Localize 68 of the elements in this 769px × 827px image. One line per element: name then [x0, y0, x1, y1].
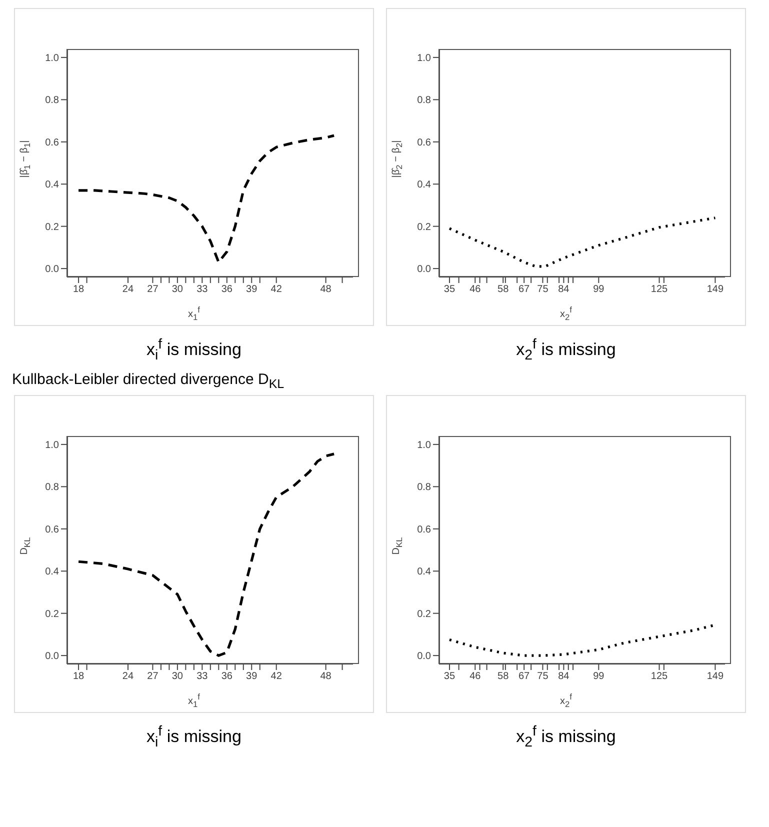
x-tick-label: 30	[172, 671, 184, 682]
x-tick-label: 33	[196, 671, 208, 682]
x-tick-label: 58	[498, 284, 510, 296]
x-tick-label: 149	[706, 671, 724, 682]
y-tick-label: 0.0	[417, 651, 432, 662]
y-tick-label: 0.6	[45, 137, 60, 148]
y-tick-label: 0.0	[417, 264, 432, 276]
x-tick-label: 84	[558, 671, 570, 682]
x-tick-label: 99	[593, 284, 605, 296]
x-tick-label: 27	[147, 671, 159, 682]
line-series	[77, 452, 336, 657]
x-tick-label: 149	[706, 284, 724, 296]
x-tick-label: 48	[320, 284, 332, 296]
x-tick-label: 46	[470, 284, 482, 296]
y-tick-label: 1.0	[417, 52, 432, 64]
y-tick-label: 0.2	[45, 608, 60, 620]
x-tick-label: 35	[444, 284, 456, 296]
x-tick-label: 27	[147, 284, 159, 296]
x-tick-label: 18	[72, 284, 85, 296]
x-tick-label: 30	[172, 284, 184, 296]
x-tick-label: 99	[593, 671, 605, 682]
y-tick-label: 0.8	[45, 482, 60, 494]
x-tick-label: 48	[320, 671, 332, 682]
y-tick-label: 1.0	[417, 440, 432, 452]
text: x$_{2}$$^{f}$ is missing	[516, 336, 616, 364]
x-tick-label: 36	[221, 671, 233, 682]
x-tick-label: 67	[518, 671, 530, 682]
x-tick-label: 75	[537, 671, 549, 682]
x-tick-label: 67	[518, 284, 530, 296]
x-tick-label: 46	[470, 671, 482, 682]
y-tick-label: 0.0	[45, 264, 60, 276]
text: x$_{i}$$^{f}$ is missing	[146, 723, 242, 750]
y-tick-label: 1.0	[45, 440, 60, 452]
y-tick-label: 0.4	[417, 180, 432, 191]
y-tick-label: 0.0	[45, 651, 60, 662]
y-tick-label: 0.2	[417, 222, 432, 233]
y-tick-label: 0.2	[417, 608, 432, 620]
chart-title: Kullback-Leibler directed divergence D$_{KL}$	[12, 371, 284, 392]
x-tick-label: 33	[196, 284, 208, 296]
x-tick-label: 125	[650, 284, 668, 296]
y-tick-label: 0.4	[45, 180, 60, 191]
line-series	[448, 216, 717, 268]
x-tick-label: 36	[221, 284, 233, 296]
y-tick-label: 0.2	[45, 222, 60, 233]
x-tick-label: 58	[498, 671, 510, 682]
x-tick-label: 84	[558, 284, 570, 296]
x-tick-label: 24	[122, 671, 134, 682]
y-tick-label: 0.4	[45, 566, 60, 578]
y-tick-label: 0.6	[417, 137, 432, 148]
x-tick-label: 42	[270, 671, 282, 682]
y-tick-label: 0.8	[45, 95, 60, 106]
y-tick-label: 0.8	[417, 482, 432, 494]
x-tick-label: 35	[444, 671, 456, 682]
y-tick-label: 0.8	[417, 95, 432, 106]
x-tick-label: 18	[72, 671, 85, 682]
line-series	[77, 134, 336, 264]
x-tick-label: 125	[650, 671, 668, 682]
x-tick-label: 75	[537, 284, 549, 296]
y-tick-label: 0.6	[417, 524, 432, 536]
x-tick-label: 39	[246, 671, 258, 682]
y-tick-label: 0.6	[45, 524, 60, 536]
x-tick-label: 42	[270, 284, 282, 296]
x-tick-label: 39	[246, 284, 258, 296]
y-tick-label: 0.4	[417, 566, 432, 578]
y-tick-label: 1.0	[45, 52, 60, 64]
text: x$_{2}$$^{f}$ is missing	[516, 723, 616, 750]
x-tick-label: 24	[122, 284, 134, 296]
text: x$_{i}$$^{f}$ is missing	[146, 336, 242, 364]
